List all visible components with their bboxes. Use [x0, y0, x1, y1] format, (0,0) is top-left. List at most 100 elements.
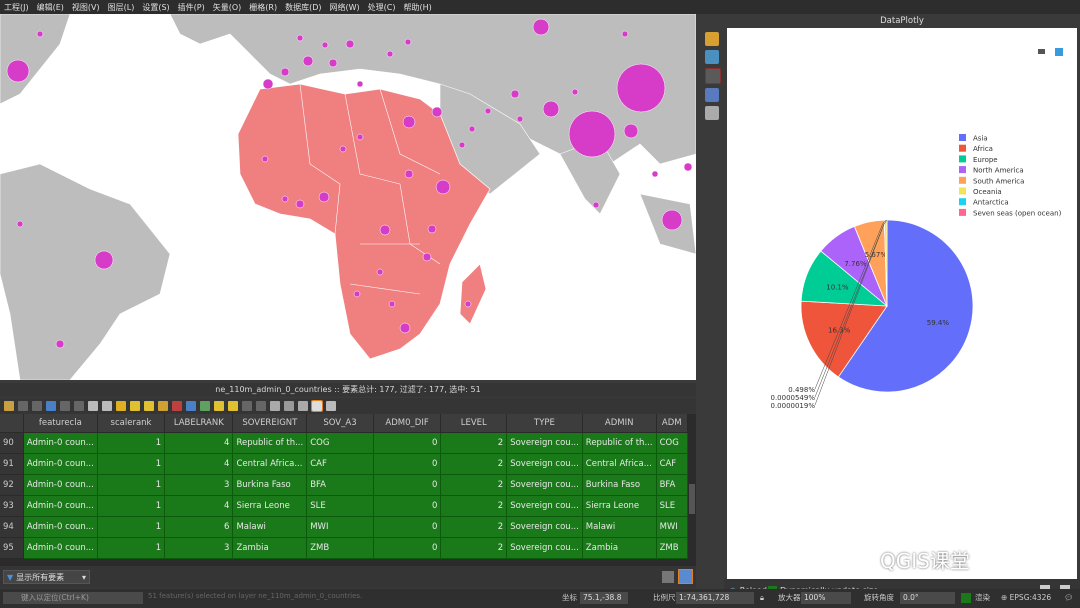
- legend-swatch[interactable]: [959, 155, 966, 163]
- table-cell[interactable]: 0: [373, 537, 442, 559]
- zoom-to-selection-icon[interactable]: [228, 401, 238, 411]
- scale-field[interactable]: 1:74,361,728: [676, 592, 754, 604]
- table-cell[interactable]: 2: [440, 453, 508, 475]
- table-cell[interactable]: Burkina Faso: [232, 474, 308, 496]
- plot-area[interactable]: 59.4% 16.3% 10.1% 7.76% 5.67% 0.498% 0.0000549…: [727, 28, 1077, 579]
- menu-item[interactable]: 视图(V): [71, 2, 100, 12]
- conditional-format-icon[interactable]: [298, 401, 308, 411]
- table-cell[interactable]: ZMB: [656, 537, 688, 559]
- menu-item[interactable]: 网络(W): [329, 2, 360, 12]
- new-field-icon[interactable]: [242, 401, 252, 411]
- table-scrollbar[interactable]: [688, 414, 696, 566]
- column-header[interactable]: LEVEL: [440, 414, 508, 433]
- row-number[interactable]: 93: [0, 495, 24, 517]
- network-icon[interactable]: [705, 50, 719, 64]
- legend-label[interactable]: South America: [973, 177, 1024, 185]
- plugin-icon[interactable]: [705, 32, 719, 46]
- table-cell[interactable]: 1: [97, 474, 166, 496]
- legend-label[interactable]: Seven seas (open ocean): [973, 209, 1062, 217]
- field-calculator-icon[interactable]: [284, 401, 294, 411]
- menu-item[interactable]: 栅格(R): [249, 2, 278, 12]
- legend-label[interactable]: Africa: [973, 145, 993, 153]
- table-cell[interactable]: 3: [164, 537, 234, 559]
- paste-icon[interactable]: [116, 401, 126, 411]
- table-row[interactable]: 95 Admin-0 coun... 1 3 Zambia ZMB 0 2 Sovereign …: [0, 537, 688, 559]
- table-cell[interactable]: Republic of th...: [232, 432, 308, 454]
- table-cell[interactable]: SLE: [656, 495, 688, 517]
- help-icon[interactable]: [705, 88, 719, 102]
- table-cell[interactable]: Sovereign cou...: [506, 516, 583, 538]
- row-number[interactable]: 91: [0, 453, 24, 475]
- table-cell[interactable]: BFA: [306, 474, 374, 496]
- add-feature-icon[interactable]: [60, 401, 70, 411]
- table-cell[interactable]: Admin-0 coun...: [23, 516, 98, 538]
- table-cell[interactable]: Malawi: [232, 516, 308, 538]
- legend-swatch[interactable]: [959, 166, 966, 174]
- legend-swatch[interactable]: [959, 198, 966, 206]
- table-cell[interactable]: 1: [97, 516, 166, 538]
- menu-item[interactable]: 矢量(O): [212, 2, 242, 12]
- table-cell[interactable]: Central Africa...: [232, 453, 308, 475]
- organize-columns-icon[interactable]: [270, 401, 280, 411]
- table-cell[interactable]: COG: [656, 432, 688, 454]
- move-selection-top-icon[interactable]: [200, 401, 210, 411]
- map-canvas[interactable]: [0, 14, 696, 380]
- table-cell[interactable]: Sierra Leone: [232, 495, 308, 517]
- table-cell[interactable]: Admin-0 coun...: [23, 495, 98, 517]
- crs-button[interactable]: ⊕ EPSG:4326: [1001, 592, 1051, 604]
- table-row[interactable]: 93 Admin-0 coun... 1 4 Sierra Leone SLE 0 2 Sove…: [0, 495, 688, 517]
- lock-icon[interactable]: 🔒︎: [760, 593, 764, 602]
- table-cell[interactable]: 2: [440, 537, 508, 559]
- menu-item[interactable]: 数据库(D): [285, 2, 322, 12]
- table-cell[interactable]: 4: [164, 495, 234, 517]
- table-cell[interactable]: Admin-0 coun...: [23, 432, 98, 454]
- table-cell[interactable]: 2: [440, 516, 508, 538]
- table-cell[interactable]: 1: [97, 453, 166, 475]
- legend-label[interactable]: Oceania: [973, 188, 1002, 196]
- modebar-plotly-icon[interactable]: [1055, 48, 1063, 56]
- table-cell[interactable]: Sierra Leone: [582, 495, 657, 517]
- table-view-icon[interactable]: [678, 569, 693, 584]
- table-cell[interactable]: 2: [440, 474, 508, 496]
- column-header[interactable]: ADM0_DIF: [373, 414, 442, 433]
- locator-search-input[interactable]: 键入以定位(Ctrl+K): [3, 592, 143, 604]
- table-cell[interactable]: 0: [373, 432, 442, 454]
- legend-swatch[interactable]: [959, 134, 966, 141]
- table-cell[interactable]: BFA: [656, 474, 688, 496]
- column-header[interactable]: SOV_A3: [306, 414, 374, 433]
- table-cell[interactable]: 1: [97, 537, 166, 559]
- form-view-icon[interactable]: [662, 571, 674, 583]
- table-cell[interactable]: Republic of th...: [582, 432, 657, 454]
- menu-item[interactable]: 处理(C): [367, 2, 396, 12]
- table-cell[interactable]: CAF: [306, 453, 374, 475]
- table-cell[interactable]: Admin-0 coun...: [23, 474, 98, 496]
- edit-pencil-icon[interactable]: [4, 401, 14, 411]
- column-header[interactable]: LABELRANK: [164, 414, 234, 433]
- legend-swatch[interactable]: [959, 208, 966, 216]
- table-cell[interactable]: Malawi: [582, 516, 657, 538]
- menu-item[interactable]: 图层(L): [107, 2, 135, 12]
- coordinate-field[interactable]: 75.1,-38.8: [580, 592, 628, 604]
- pan-to-selection-icon[interactable]: [214, 401, 224, 411]
- row-number[interactable]: 92: [0, 474, 24, 496]
- row-number-header[interactable]: [0, 414, 24, 433]
- magnifier-field[interactable]: 100%: [801, 592, 851, 604]
- menu-item[interactable]: 帮助(H): [403, 2, 432, 12]
- table-row[interactable]: 92 Admin-0 coun... 1 3 Burkina Faso BFA 0 2 Sove…: [0, 474, 688, 496]
- row-number[interactable]: 95: [0, 537, 24, 559]
- table-cell[interactable]: ZMB: [306, 537, 374, 559]
- legend-label[interactable]: North America: [973, 167, 1024, 175]
- modebar-camera-icon[interactable]: [1038, 49, 1045, 54]
- reload-icon[interactable]: [46, 401, 56, 411]
- column-header[interactable]: ADMIN: [582, 414, 657, 433]
- select-by-expression-icon[interactable]: [130, 401, 140, 411]
- menu-item[interactable]: 插件(P): [177, 2, 205, 12]
- table-cell[interactable]: Sovereign cou...: [506, 495, 583, 517]
- legend-label[interactable]: Europe: [973, 156, 998, 164]
- deselect-all-icon[interactable]: [172, 401, 182, 411]
- select-all-icon[interactable]: [144, 401, 154, 411]
- column-header[interactable]: SOVEREIGNT: [232, 414, 308, 433]
- table-cell[interactable]: 4: [164, 432, 234, 454]
- legend-swatch[interactable]: [959, 187, 966, 195]
- save-edits-icon[interactable]: [18, 401, 28, 411]
